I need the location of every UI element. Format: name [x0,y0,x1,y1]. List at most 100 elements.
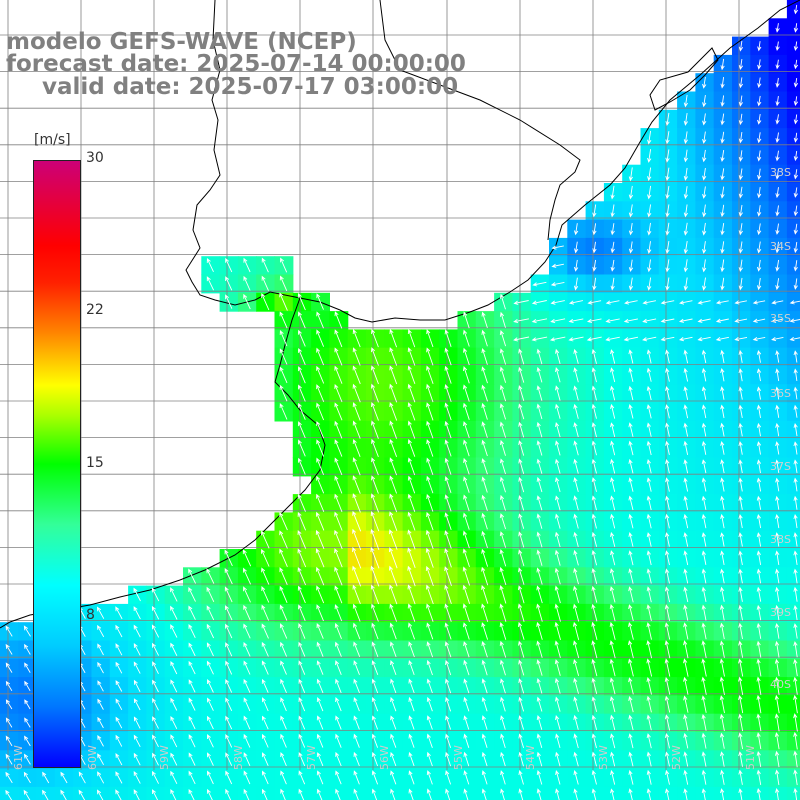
wind-arrow [647,277,652,291]
wind-arrow [793,386,798,400]
wind-arrow [481,548,489,567]
wind-arrow [115,606,123,620]
wind-arrow [738,386,743,400]
wind-arrow [462,366,470,384]
wind-arrow [664,622,671,640]
wind-arrow [133,606,141,620]
wind-speed-cell [164,786,184,800]
wind-arrow [426,457,434,475]
wind-arrow [628,241,634,254]
wind-arrow [610,185,615,200]
wind-arrow [499,513,507,530]
wind-arrow [756,694,762,714]
wind-arrow [701,732,707,749]
wind-arrow [628,477,634,492]
wind-arrow [628,531,634,547]
wind-arrow [756,422,762,437]
wind-arrow [536,677,543,694]
wind-arrow [793,495,798,510]
wind-arrow [555,385,561,401]
wind-arrow [389,420,398,439]
wind-arrow [463,457,470,475]
wind-arrow [775,96,780,107]
wind-arrow [298,788,305,800]
wind-arrow [793,260,798,272]
wind-arrow [628,204,634,218]
wind-arrow [5,643,13,655]
wind-arrow [738,77,744,89]
wind-arrow [481,530,488,549]
wind-arrow [188,586,196,602]
wind-arrow [352,475,361,494]
wind-arrow [463,696,470,712]
wind-arrow [426,641,434,658]
wind-speed-cell [786,475,800,495]
wind-arrow [591,696,598,712]
wind-arrow [536,788,542,800]
wind-arrow [463,512,470,530]
wind-arrow [646,622,652,640]
wind-arrow [188,697,196,711]
wind-arrow [334,439,343,457]
wind-arrow [389,365,398,385]
wind-arrow [152,752,159,766]
wind-arrow [316,733,324,748]
wind-arrow [775,787,780,800]
wind-arrow [151,624,160,638]
title-forecast-date: forecast date: 2025-07-14 00:00:00 [6,51,466,77]
wind-arrow [445,659,452,676]
wind-arrow [628,788,633,800]
wind-arrow [793,59,799,70]
wind-arrow [683,751,689,767]
wind-arrow [775,259,780,272]
wind-arrow [500,788,505,800]
wind-arrow [610,733,616,749]
wind-arrow [573,585,580,603]
wind-speed-cell [384,786,404,800]
wind-arrow [352,329,361,348]
wind-arrow [683,604,689,621]
wind-arrow [334,383,343,403]
wind-arrow [738,459,743,474]
wind-arrow [481,788,487,800]
wind-arrow [605,336,620,342]
wind-arrow [592,277,597,291]
wind-arrow [683,167,688,181]
wind-arrow [499,603,507,622]
wind-speed-cell [786,713,800,733]
wind-arrow [775,386,780,400]
wind-arrow [444,512,452,531]
wind-speed-cell [713,786,733,800]
wind-arrow [756,477,762,492]
wind-arrow [188,789,195,800]
wind-speed-cell [128,786,147,800]
wind-arrow [499,384,507,402]
wind-arrow [647,149,652,163]
wind-arrow [702,204,707,218]
wind-arrow [335,770,342,785]
wind-arrow [517,621,525,640]
wind-arrow [774,694,780,714]
wind-arrow [316,752,324,767]
wind-speed-cell [786,750,800,770]
wind-arrow [335,751,342,767]
wind-arrow [133,789,140,800]
wind-arrow [170,715,178,729]
wind-arrow [444,641,452,658]
lat-label: 38S [770,533,791,546]
wind-arrow [701,622,707,640]
wind-arrow [408,733,415,748]
wind-arrows [5,4,800,800]
wind-speed-cell [658,786,678,800]
wind-arrow [738,788,743,800]
wind-arrow [555,715,561,730]
wind-arrow [316,641,324,657]
wind-arrow [646,714,652,731]
wind-arrow [242,567,252,585]
wind-arrow [518,769,524,785]
wind-arrow [24,643,31,655]
wind-arrow [462,384,470,402]
wind-arrow [683,440,689,455]
wind-arrow [444,329,452,347]
wind-arrow [298,752,306,767]
